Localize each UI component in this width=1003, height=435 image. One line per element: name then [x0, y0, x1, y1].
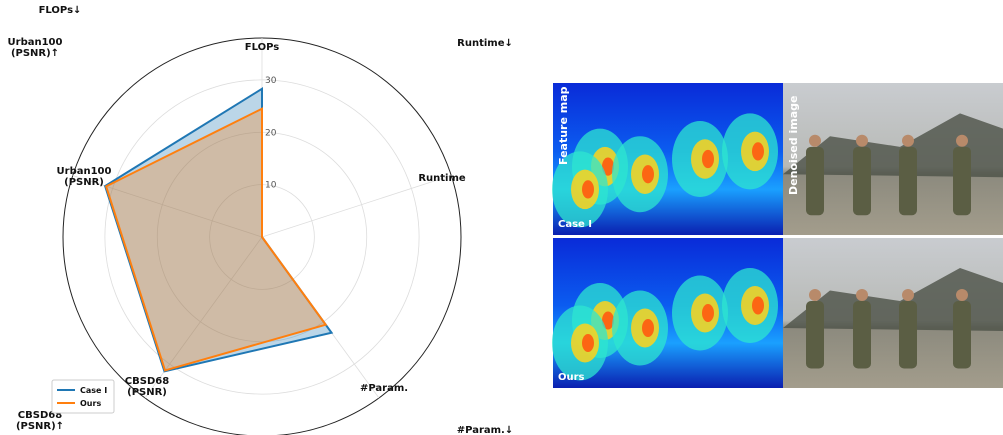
axis-label: FLOPs — [245, 42, 280, 53]
row-label: Ours — [558, 372, 585, 383]
heat-hot — [642, 165, 654, 183]
pilot-head — [902, 289, 914, 301]
pilot — [899, 147, 917, 215]
corner-label-line: Runtime↓ — [457, 38, 513, 49]
axis-label: CBSD68(PSNR) — [125, 376, 169, 398]
heat-hot — [582, 180, 594, 198]
pilot-head — [809, 135, 821, 147]
legend-label: Ours — [80, 399, 101, 408]
r-tick-label: 20 — [265, 128, 277, 138]
heat-hot — [702, 150, 714, 168]
pilot — [853, 147, 871, 215]
pilot-head — [956, 289, 968, 301]
r-tick-label: 10 — [265, 181, 277, 191]
pilot — [953, 301, 971, 369]
axis-label-line: CBSD68 — [125, 376, 169, 387]
series-area — [106, 109, 326, 371]
pilot — [806, 301, 824, 369]
axis-label: #Param. — [360, 383, 408, 394]
corner-label: FLOPs↓ — [39, 5, 82, 16]
row-label: Case I — [558, 219, 592, 230]
heat-hot — [642, 319, 654, 337]
image-grid: Case I Ours Feature map Denoised image — [552, 83, 1003, 388]
legend-box — [52, 380, 114, 413]
heat-hot — [582, 334, 594, 352]
corner-label-line: (PSNR)↑ — [11, 48, 59, 59]
axis-label-line: Urban100 — [57, 166, 112, 177]
heat-hot — [752, 297, 764, 315]
pilot-head — [856, 289, 868, 301]
axis-label: Runtime — [418, 173, 466, 184]
column-label: Denoised image — [787, 96, 800, 195]
axis-label-line: (PSNR) — [127, 387, 167, 398]
corner-label: Runtime↓ — [457, 38, 513, 49]
corner-label-line: Urban100 — [8, 37, 63, 48]
corner-label: #Param.↓ — [457, 425, 513, 435]
corner-label-line: FLOPs↓ — [39, 5, 82, 16]
pilot — [953, 147, 971, 215]
pilot-head — [956, 135, 968, 147]
pilot-head — [809, 289, 821, 301]
pilot — [853, 301, 871, 369]
axis-label-line: #Param. — [360, 383, 408, 394]
figure: Case I Ours Feature map Denoised image 10 20… — [0, 0, 1003, 435]
spoke — [262, 176, 451, 237]
axis-label-line: FLOPs — [245, 42, 280, 53]
legend-label: Case I — [80, 386, 107, 395]
axis-label-line: (PSNR) — [64, 177, 104, 188]
axis-label: Urban100(PSNR) — [57, 166, 112, 188]
heat-hot — [752, 142, 764, 160]
pilot-head — [902, 135, 914, 147]
pilot — [806, 147, 824, 215]
r-tick-label: 30 — [265, 76, 277, 86]
pilot — [899, 301, 917, 369]
axis-label-line: Runtime — [418, 173, 466, 184]
legend: Case I Ours — [52, 380, 114, 413]
column-label: Feature map — [557, 86, 570, 165]
pilot-head — [856, 135, 868, 147]
corner-label-line: #Param.↓ — [457, 425, 513, 435]
heat-hot — [702, 304, 714, 322]
corner-label: Urban100(PSNR)↑ — [8, 37, 63, 59]
corner-label-line: (PSNR)↑ — [16, 421, 64, 432]
